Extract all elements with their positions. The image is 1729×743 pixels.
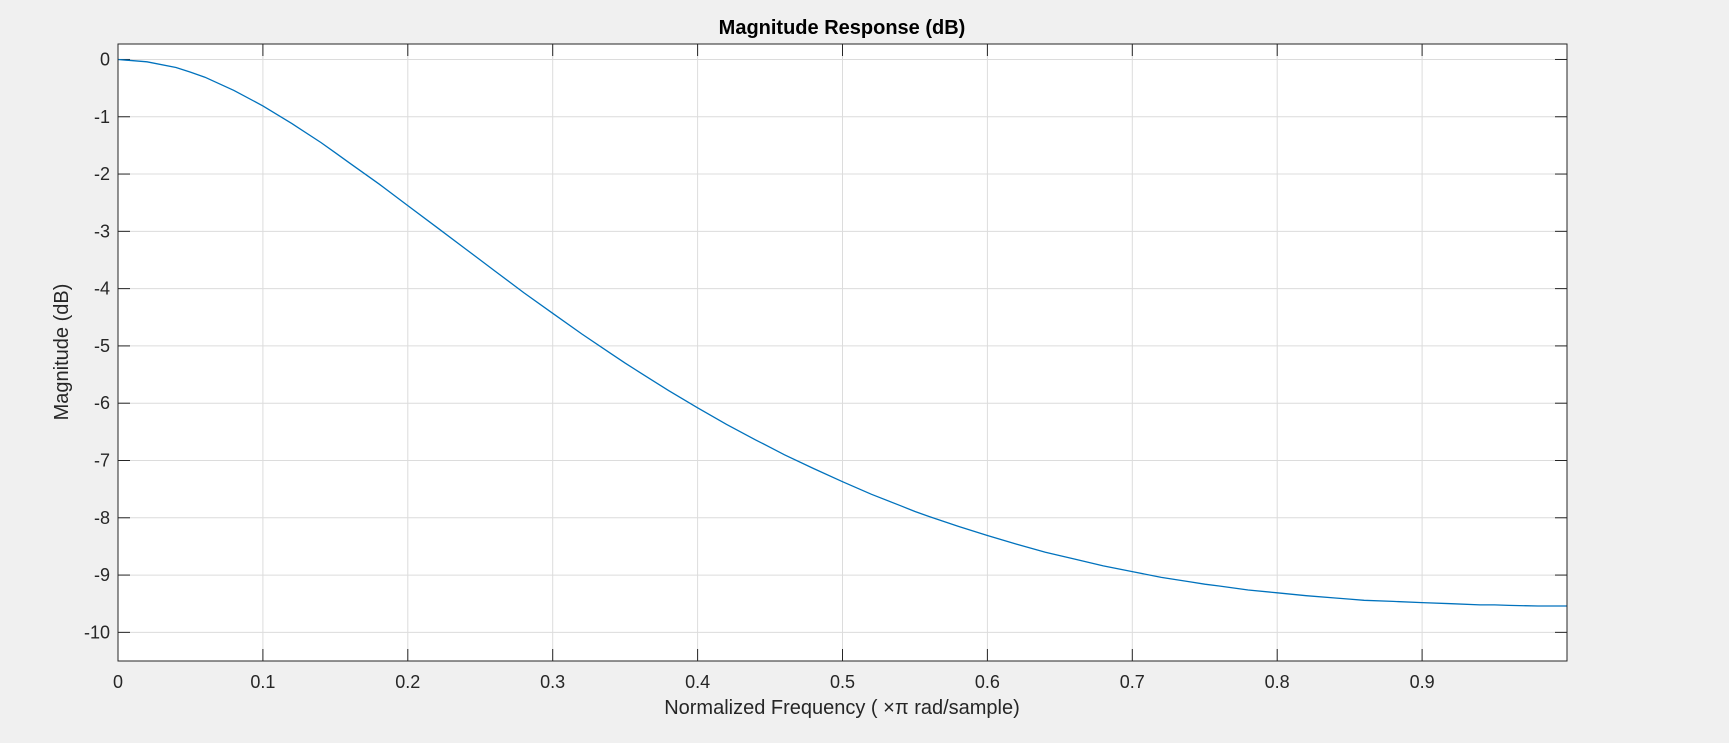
y-axis-title: Magnitude (dB) (51, 284, 73, 421)
x-axis-title: Normalized Frequency ( ×π rad/sample) (664, 697, 1020, 719)
y-tick-label: -2 (94, 164, 110, 184)
y-tick-label: -3 (94, 221, 110, 241)
y-tick-label: -10 (84, 622, 110, 642)
y-tick-label: 0 (100, 49, 110, 69)
x-tick-label: 0.8 (1265, 672, 1290, 692)
x-tick-label: 0.5 (830, 672, 855, 692)
x-tick-label: 0.7 (1120, 672, 1145, 692)
y-tick-label: -5 (94, 336, 110, 356)
magnitude-response-line (117, 58, 1567, 607)
x-tick-label: 0.1 (250, 672, 275, 692)
chart-title: Magnitude Response (dB) (719, 17, 966, 39)
y-tick-label: -8 (94, 508, 110, 528)
y-tick-label: -9 (94, 565, 110, 585)
x-tick-label: 0 (113, 672, 123, 692)
x-tick-label: 0.9 (1410, 672, 1435, 692)
grid-lines (117, 44, 1567, 661)
y-tick-label: -7 (94, 450, 110, 470)
x-tick-label: 0.4 (685, 672, 710, 692)
x-tick-label: 0.6 (975, 672, 1000, 692)
x-tick-label: 0.3 (540, 672, 565, 692)
y-tick-label: -4 (94, 279, 110, 299)
y-tick-label: -1 (94, 107, 110, 127)
data-series (117, 58, 1567, 607)
y-tick-label: -6 (94, 393, 110, 413)
y-tick-labels: 0 -1 -2 -3 -4 -5 -6 -7 -8 -9 -10 (84, 49, 110, 642)
x-tick-labels: 0 0.1 0.2 0.3 0.4 0.5 0.6 0.7 0.8 0.9 (113, 672, 1435, 692)
x-tick-label: 0.2 (395, 672, 420, 692)
axes-box (117, 43, 1568, 662)
